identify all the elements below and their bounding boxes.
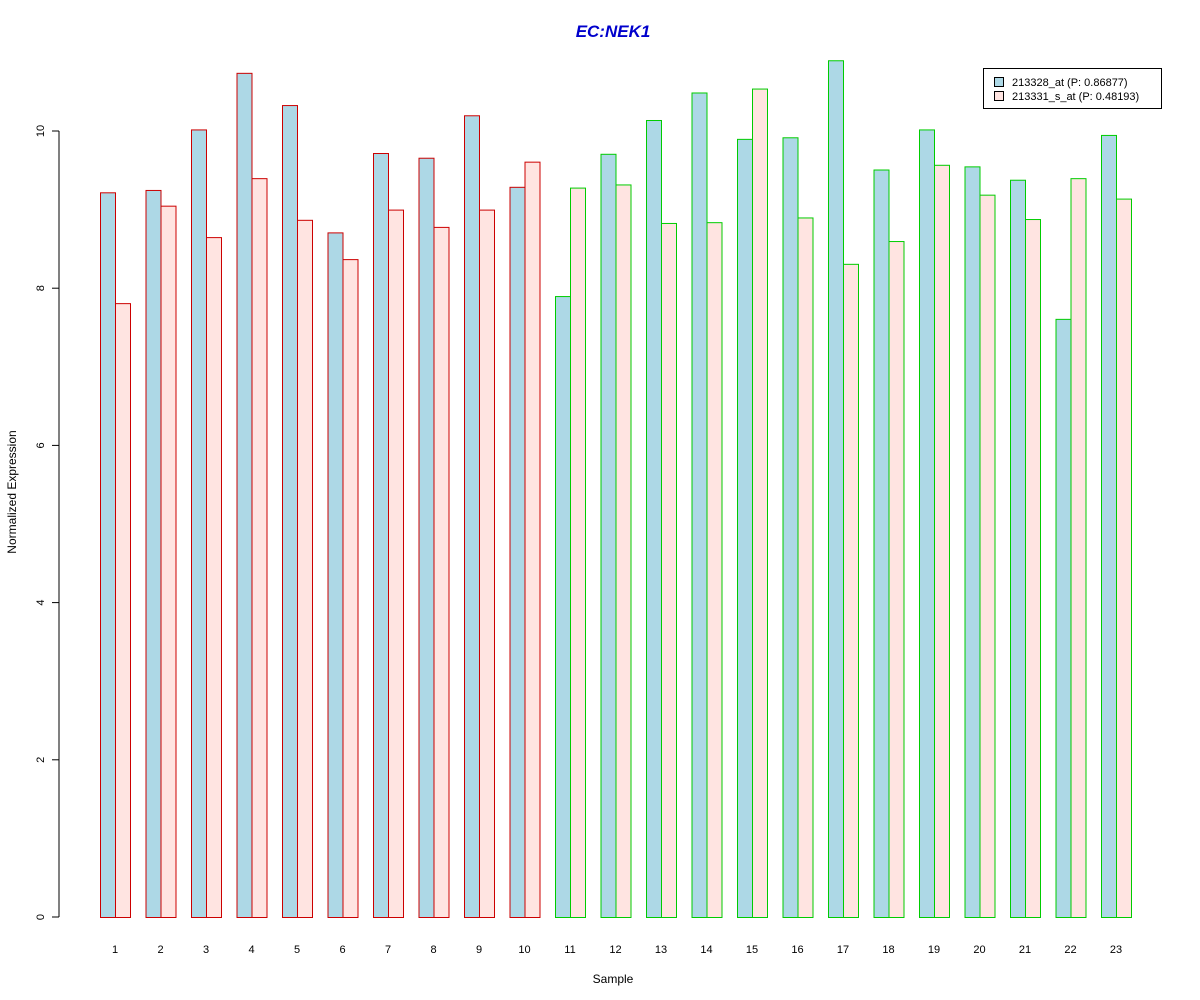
bar-sample-5-series-1 bbox=[282, 105, 298, 918]
bar-sample-20-series-1 bbox=[964, 166, 981, 918]
bar-sample-23-series-1 bbox=[1101, 134, 1117, 918]
x-tick-label: 23 bbox=[1110, 944, 1122, 956]
legend: 213328_at (P: 0.86877) 213331_s_at (P: 0.… bbox=[983, 68, 1162, 109]
x-tick-label: 13 bbox=[655, 944, 667, 956]
bar-sample-19-series-1 bbox=[919, 129, 935, 919]
bar-sample-22-series-2 bbox=[1070, 178, 1087, 919]
bars bbox=[100, 60, 1132, 919]
bar-sample-5-series-2 bbox=[297, 219, 313, 918]
bar-sample-3-series-2 bbox=[206, 237, 222, 919]
y-tick-label: 0 bbox=[35, 914, 47, 920]
bar-sample-2-series-2 bbox=[160, 205, 177, 919]
x-tick-label: 8 bbox=[430, 944, 436, 956]
x-axis-tick-labels: 1 2 3 4 5 6 7 8 9 10 11 12 13 14 15 16 17 18 19 20 21 22 23 bbox=[112, 944, 1122, 956]
bar-sample-2-series-1 bbox=[145, 189, 162, 918]
y-axis-label: Normalized Expression bbox=[5, 430, 19, 553]
bar-sample-16-series-2 bbox=[797, 217, 814, 918]
y-tick-label: 10 bbox=[35, 125, 47, 137]
legend-entry-2: 213331_s_at (P: 0.48193) bbox=[1012, 91, 1139, 103]
bar-sample-1-series-2 bbox=[115, 303, 131, 919]
legend-entry-1: 213328_at (P: 0.86877) bbox=[1012, 77, 1128, 89]
bar-sample-10-series-1 bbox=[509, 186, 526, 918]
bar-sample-9-series-2 bbox=[479, 209, 495, 919]
bar-sample-11-series-1 bbox=[555, 296, 571, 918]
bar-sample-17-series-2 bbox=[843, 263, 859, 919]
x-axis-label: Sample bbox=[593, 972, 634, 986]
bar-sample-20-series-2 bbox=[979, 194, 996, 918]
bar-sample-23-series-2 bbox=[1116, 198, 1132, 918]
bar-sample-7-series-2 bbox=[388, 209, 404, 919]
bar-sample-6-series-1 bbox=[327, 232, 344, 919]
bar-sample-10-series-2 bbox=[524, 161, 541, 919]
x-tick-label: 22 bbox=[1064, 944, 1076, 956]
y-tick-label: 2 bbox=[35, 757, 47, 763]
bar-sample-1-series-1 bbox=[100, 192, 116, 919]
x-tick-label: 21 bbox=[1019, 944, 1031, 956]
bar-sample-15-series-2 bbox=[752, 88, 768, 918]
x-tick-label: 1 bbox=[112, 944, 118, 956]
chart-title: EC:NEK1 bbox=[576, 22, 651, 41]
x-tick-label: 9 bbox=[476, 944, 482, 956]
bar-sample-22-series-1 bbox=[1055, 318, 1072, 918]
bar-sample-21-series-1 bbox=[1010, 179, 1026, 918]
bar-sample-11-series-2 bbox=[570, 187, 586, 919]
x-tick-label: 17 bbox=[837, 944, 849, 956]
x-tick-label: 12 bbox=[609, 944, 621, 956]
bar-sample-15-series-1 bbox=[737, 138, 753, 919]
bar-sample-18-series-2 bbox=[888, 241, 905, 919]
bar-sample-4-series-1 bbox=[236, 72, 253, 918]
y-tick-label: 8 bbox=[35, 285, 47, 291]
bar-sample-21-series-2 bbox=[1025, 219, 1041, 919]
bar-sample-12-series-2 bbox=[615, 184, 632, 918]
x-tick-label: 19 bbox=[928, 944, 940, 956]
bar-sample-7-series-1 bbox=[373, 153, 389, 918]
legend-box bbox=[983, 68, 1162, 109]
x-tick-label: 7 bbox=[385, 944, 391, 956]
bar-sample-16-series-1 bbox=[782, 137, 799, 918]
bar-sample-3-series-1 bbox=[191, 129, 207, 919]
x-tick-label: 11 bbox=[564, 944, 575, 956]
bar-sample-8-series-1 bbox=[418, 157, 435, 918]
y-tick-label: 6 bbox=[35, 442, 47, 448]
y-axis: 0 2 4 6 8 10 bbox=[35, 125, 60, 920]
bar-sample-9-series-1 bbox=[464, 115, 480, 918]
bar-sample-4-series-2 bbox=[251, 178, 268, 919]
x-tick-label: 15 bbox=[746, 944, 758, 956]
legend-swatch-2 bbox=[994, 91, 1004, 101]
bar-sample-6-series-2 bbox=[342, 259, 359, 919]
x-tick-label: 20 bbox=[973, 944, 985, 956]
bar-sample-13-series-1 bbox=[646, 119, 662, 919]
bar-sample-19-series-2 bbox=[934, 164, 950, 919]
x-tick-label: 16 bbox=[791, 944, 803, 956]
legend-swatch-1 bbox=[994, 77, 1004, 87]
x-tick-label: 18 bbox=[882, 944, 894, 956]
x-tick-label: 3 bbox=[203, 944, 209, 956]
x-tick-label: 6 bbox=[339, 944, 345, 956]
y-tick-label: 4 bbox=[35, 600, 47, 606]
x-tick-label: 5 bbox=[294, 944, 300, 956]
bar-sample-17-series-1 bbox=[828, 60, 844, 918]
bar-sample-14-series-1 bbox=[691, 92, 708, 918]
bar-sample-14-series-2 bbox=[706, 222, 723, 918]
bar-sample-12-series-1 bbox=[600, 153, 617, 918]
bar-sample-8-series-2 bbox=[433, 226, 450, 918]
x-tick-label: 10 bbox=[518, 944, 530, 956]
x-tick-label: 2 bbox=[157, 944, 163, 956]
x-tick-label: 14 bbox=[700, 944, 712, 956]
x-tick-label: 4 bbox=[248, 944, 254, 956]
bar-sample-18-series-1 bbox=[873, 169, 890, 919]
bar-sample-13-series-2 bbox=[661, 222, 677, 919]
